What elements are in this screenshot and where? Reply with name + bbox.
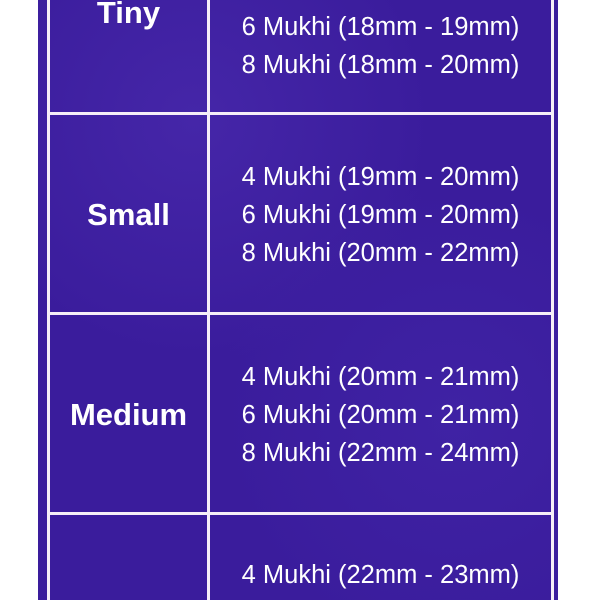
size-chart-table	[38, 0, 558, 600]
table-border-right	[551, 0, 554, 600]
table-border-left	[47, 0, 50, 600]
spec-list-small: 4 Mukhi (19mm - 20mm) 6 Mukhi (19mm - 20…	[210, 115, 551, 315]
spec-line: 6 Mukhi (19mm - 20mm)	[241, 201, 520, 229]
spec-line: 8 Mukhi (18mm - 20mm)	[241, 51, 520, 79]
row-divider	[47, 112, 554, 115]
spec-list-medium: 4 Mukhi (20mm - 21mm) 6 Mukhi (20mm - 21…	[210, 315, 551, 515]
row-divider	[47, 512, 554, 515]
spec-line: 8 Mukhi (20mm - 22mm)	[241, 239, 520, 267]
row-divider	[47, 312, 554, 315]
spec-line: 8 Mukhi (22mm - 24mm)	[241, 439, 520, 467]
size-label-tiny: Tiny	[96, 0, 161, 30]
column-divider	[207, 0, 210, 600]
spec-list-tiny: 6 Mukhi (18mm - 19mm) 8 Mukhi (18mm - 20…	[210, 8, 551, 84]
spec-line: 4 Mukhi (19mm - 20mm)	[241, 163, 520, 191]
spec-line: 6 Mukhi (20mm - 21mm)	[241, 401, 520, 429]
spec-line: 6 Mukhi (18mm - 19mm)	[241, 13, 520, 41]
spec-line: 4 Mukhi (20mm - 21mm)	[241, 363, 520, 391]
size-label-medium: Medium	[69, 397, 188, 432]
size-label-small: Small	[87, 197, 170, 232]
spec-line: 4 Mukhi (22mm - 23mm)	[241, 561, 520, 589]
spec-list-large: 4 Mukhi (22mm - 23mm)	[210, 556, 551, 594]
